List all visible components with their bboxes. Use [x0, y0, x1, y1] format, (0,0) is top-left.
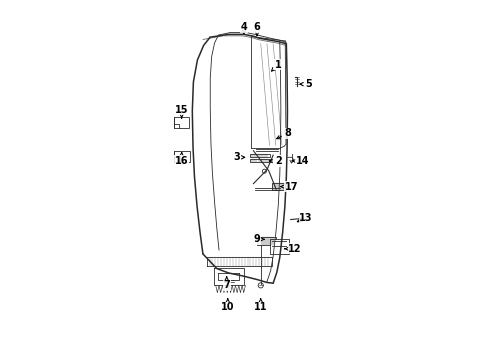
Text: 2: 2	[269, 156, 282, 166]
Text: 11: 11	[254, 299, 268, 312]
Text: 14: 14	[292, 156, 309, 166]
Text: 3: 3	[233, 152, 245, 162]
FancyBboxPatch shape	[270, 239, 289, 254]
FancyBboxPatch shape	[174, 117, 189, 128]
FancyBboxPatch shape	[250, 159, 270, 162]
Text: 10: 10	[221, 299, 235, 312]
Text: 1: 1	[271, 60, 281, 71]
FancyBboxPatch shape	[257, 237, 276, 245]
Text: 12: 12	[285, 244, 302, 254]
Text: 8: 8	[277, 128, 291, 139]
Text: 5: 5	[300, 79, 312, 89]
FancyBboxPatch shape	[272, 183, 285, 190]
Text: 4: 4	[241, 22, 247, 33]
Text: 16: 16	[175, 152, 189, 166]
Circle shape	[300, 218, 303, 221]
FancyBboxPatch shape	[250, 154, 270, 157]
Text: 6: 6	[254, 22, 261, 36]
Text: 9: 9	[254, 234, 264, 244]
Text: 13: 13	[297, 213, 313, 224]
FancyBboxPatch shape	[173, 151, 190, 162]
Text: 7: 7	[223, 277, 230, 291]
Text: 17: 17	[281, 181, 298, 192]
Text: 15: 15	[175, 105, 189, 118]
